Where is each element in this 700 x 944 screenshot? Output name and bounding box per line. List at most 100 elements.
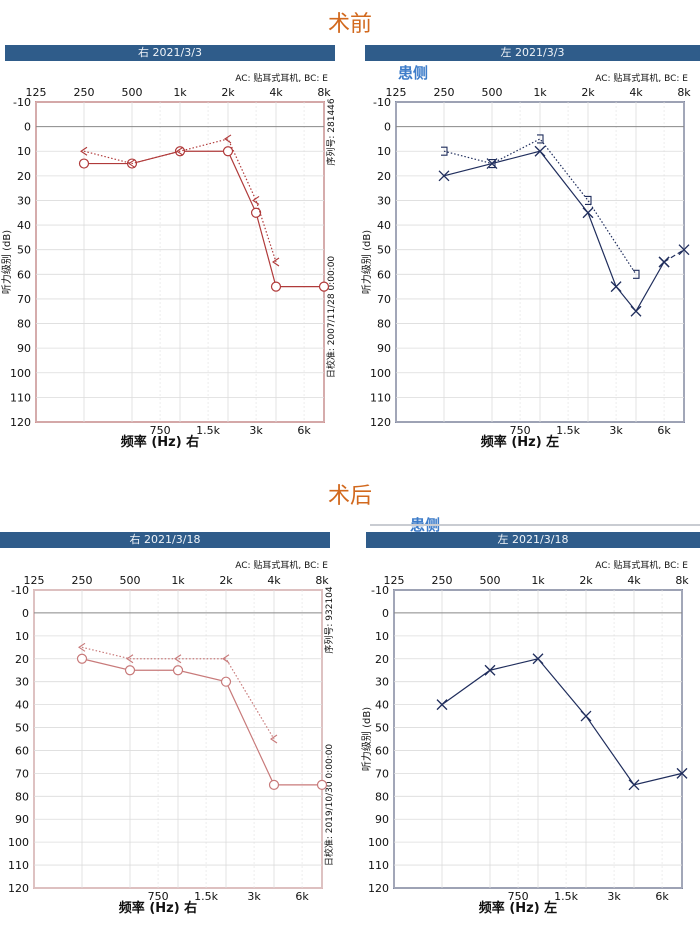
y-tick-label: 60 xyxy=(377,268,391,281)
x-top-tick-label: 500 xyxy=(122,86,143,99)
acbc-note: AC: 贴耳式耳机, BC: E xyxy=(595,561,688,571)
ac-left-marker xyxy=(678,244,690,256)
bc-right-marker xyxy=(252,196,260,205)
y-tick-label: 20 xyxy=(15,653,29,666)
y-tick-label: 20 xyxy=(377,170,391,183)
ac-right-marker xyxy=(222,146,234,157)
x-axis-label: 频率 (Hz) 左 xyxy=(481,434,559,450)
ac-right-marker xyxy=(124,665,136,676)
series-line-x xyxy=(663,249,685,263)
x-top-tick-label: 250 xyxy=(74,86,95,99)
x-bottom-tick-label: 3k xyxy=(609,424,623,437)
y-tick-label: -10 xyxy=(13,96,31,109)
y-tick-label: 50 xyxy=(17,244,31,257)
series-line-circle xyxy=(81,658,322,786)
chart-header-date: 右 2021/3/3 xyxy=(5,45,335,61)
ac-left-marker xyxy=(658,256,670,268)
acbc-note: AC: 贴耳式耳机, BC: E xyxy=(235,74,328,84)
ac-left-marker xyxy=(484,664,496,676)
y-axis-label: 听力级别 (dB) xyxy=(360,707,373,771)
y-tick-label: 0 xyxy=(382,607,389,620)
ac-left-marker xyxy=(676,767,688,779)
y-tick-label: 100 xyxy=(10,367,31,380)
series-line-bc-right xyxy=(83,138,277,263)
y-tick-label: 80 xyxy=(15,790,29,803)
ac-left-marker xyxy=(582,207,594,219)
y-tick-label: 40 xyxy=(377,219,391,232)
y-tick-label: 30 xyxy=(377,194,391,207)
y-tick-label: 100 xyxy=(370,367,391,380)
bc-right-marker xyxy=(222,654,230,664)
acbc-note: AC: 贴耳式耳机, BC: E xyxy=(595,74,688,84)
y-tick-label: 110 xyxy=(8,859,29,872)
y-tick-label: 80 xyxy=(377,318,391,331)
x-bottom-tick-label: 3k xyxy=(607,890,621,903)
bc-right-marker xyxy=(80,146,88,156)
x-top-tick-label: 1k xyxy=(171,574,185,587)
calibration-date: 日校准: 2007/11/28 0:00:00 xyxy=(325,256,337,379)
y-tick-label: 100 xyxy=(8,836,29,849)
y-tick-label: 50 xyxy=(375,722,389,735)
ac-left-marker xyxy=(436,699,448,711)
x-top-tick-label: 8k xyxy=(677,86,691,99)
bc-left-marker xyxy=(585,195,592,206)
x-top-tick-label: 2k xyxy=(221,86,235,99)
y-tick-label: 120 xyxy=(8,882,29,895)
y-axis-label: 听力级别 (dB) xyxy=(0,230,13,294)
ac-left-marker xyxy=(630,305,642,317)
x-top-tick-label: 500 xyxy=(120,574,141,587)
x-bottom-tick-label: 1.5k xyxy=(556,424,580,437)
series-line-bc-right xyxy=(81,646,275,740)
x-top-tick-label: 125 xyxy=(386,86,407,99)
y-tick-label: 40 xyxy=(15,699,29,712)
ac-right-marker xyxy=(220,676,232,687)
ac-left-marker xyxy=(580,710,592,722)
x-top-tick-label: 1k xyxy=(531,574,545,587)
bc-right-marker xyxy=(176,146,184,156)
bc-right-marker xyxy=(128,159,136,168)
y-tick-label: 40 xyxy=(375,699,389,712)
calibration-date: 日校准: 2019/10/30 0:00:00 xyxy=(323,744,335,867)
bc-right-marker xyxy=(174,654,182,664)
y-tick-label: 0 xyxy=(22,607,29,620)
bc-left-marker xyxy=(441,146,448,156)
y-tick-label: 70 xyxy=(17,293,31,306)
x-top-tick-label: 500 xyxy=(482,86,503,99)
series-line-circle xyxy=(84,150,324,288)
chart-header-date: 左 2021/3/18 xyxy=(366,532,700,548)
ac-left-marker xyxy=(628,779,640,791)
y-tick-label: 120 xyxy=(10,416,31,429)
y-tick-label: 30 xyxy=(15,676,29,689)
y-tick-label: 30 xyxy=(375,676,389,689)
y-tick-label: 10 xyxy=(377,145,391,158)
y-tick-label: 110 xyxy=(10,391,31,404)
y-tick-label: -10 xyxy=(11,584,29,597)
series-line-x xyxy=(441,658,683,786)
chart-header-date: 右 2021/3/18 xyxy=(0,532,330,548)
y-tick-label: 90 xyxy=(375,813,389,826)
x-top-tick-label: 1k xyxy=(533,86,547,99)
y-tick-label: -10 xyxy=(373,96,391,109)
x-axis-label: 频率 (Hz) 左 xyxy=(479,900,557,916)
title-preop: 术前 xyxy=(327,12,372,37)
x-bottom-tick-label: 6k xyxy=(657,424,671,437)
y-tick-label: 90 xyxy=(17,342,31,355)
bc-right-marker xyxy=(126,654,134,664)
y-tick-label: 120 xyxy=(370,416,391,429)
bc-left-marker xyxy=(633,269,640,279)
y-tick-label: 90 xyxy=(15,813,29,826)
x-top-tick-label: 250 xyxy=(72,574,93,587)
y-tick-label: 20 xyxy=(17,170,31,183)
ac-left-marker xyxy=(438,170,450,182)
x-bottom-tick-label: 1.5k xyxy=(554,890,578,903)
audiogram-preop-right: 右 2021/3/3 AC: 贴耳式耳机, BC: E -10 0 10 20 30 40 50… xyxy=(0,40,340,460)
y-tick-label: 30 xyxy=(17,194,31,207)
y-axis-label: 听力级别 (dB) xyxy=(360,230,373,294)
y-tick-label: 110 xyxy=(368,859,389,872)
x-top-tick-label: 1k xyxy=(173,86,187,99)
ac-right-marker xyxy=(78,158,90,169)
audiogram-svg: -10 0 10 20 30 40 50 60 70 80 90 100 110 120 125 250 500… xyxy=(360,86,691,450)
y-tick-label: 20 xyxy=(375,653,389,666)
x-bottom-tick-label: 6k xyxy=(297,424,311,437)
x-bottom-tick-label: 6k xyxy=(655,890,669,903)
